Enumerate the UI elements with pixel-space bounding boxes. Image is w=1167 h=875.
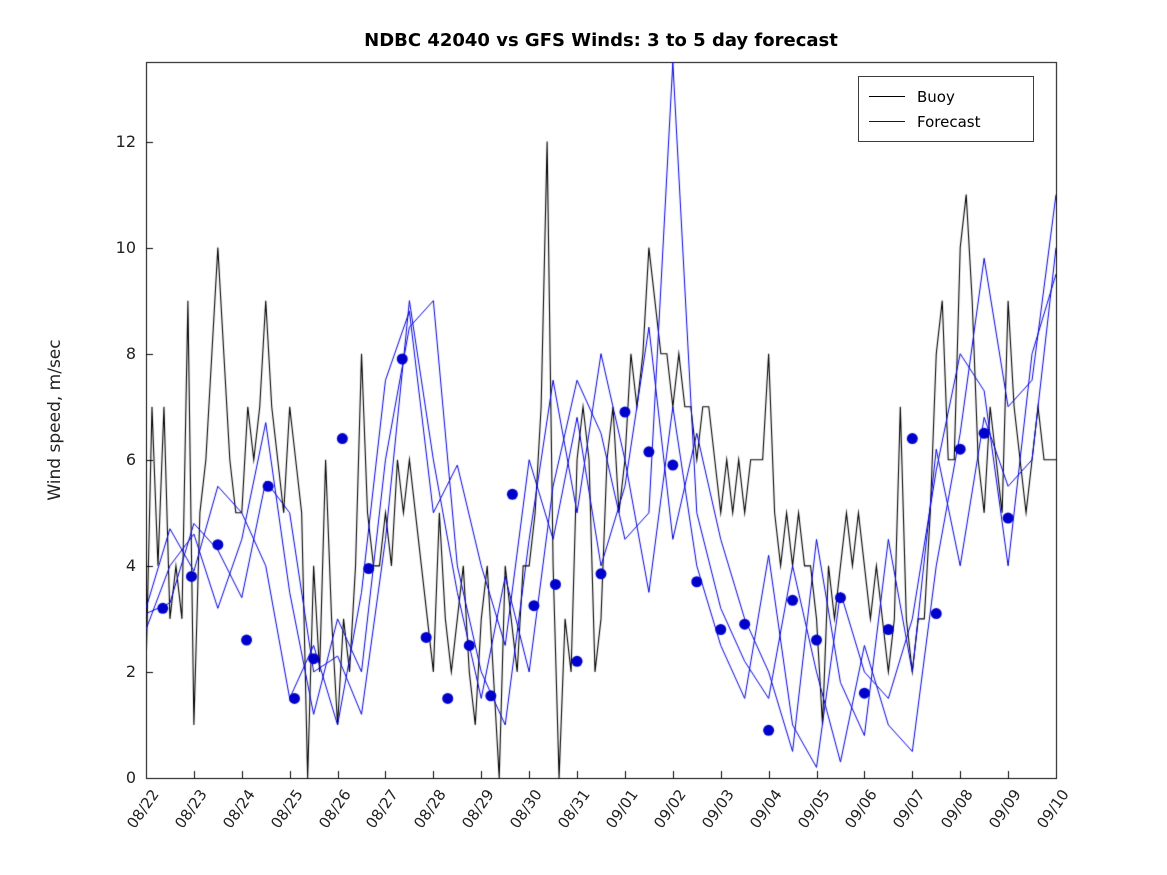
legend-label: Buoy <box>917 87 955 106</box>
y-tick-label: 8 <box>125 343 136 363</box>
chart-title: NDBC 42040 vs GFS Winds: 3 to 5 day fore… <box>364 30 838 51</box>
y-tick-label: 2 <box>125 661 136 681</box>
legend-label: Forecast <box>917 112 981 131</box>
legend-line-swatch <box>869 96 905 97</box>
y-tick-label: 12 <box>115 131 136 151</box>
legend: Buoy Forecast <box>858 76 1034 142</box>
y-tick-label: 4 <box>125 555 136 575</box>
legend-entry: Forecast <box>869 109 1023 134</box>
legend-entry: Buoy <box>869 84 1023 109</box>
y-tick-label: 10 <box>115 237 136 257</box>
y-tick-label: 6 <box>125 449 136 469</box>
y-tick-label: 0 <box>125 768 136 787</box>
legend-line-swatch <box>869 121 905 122</box>
y-axis-label: Wind speed, m/sec <box>45 339 65 501</box>
